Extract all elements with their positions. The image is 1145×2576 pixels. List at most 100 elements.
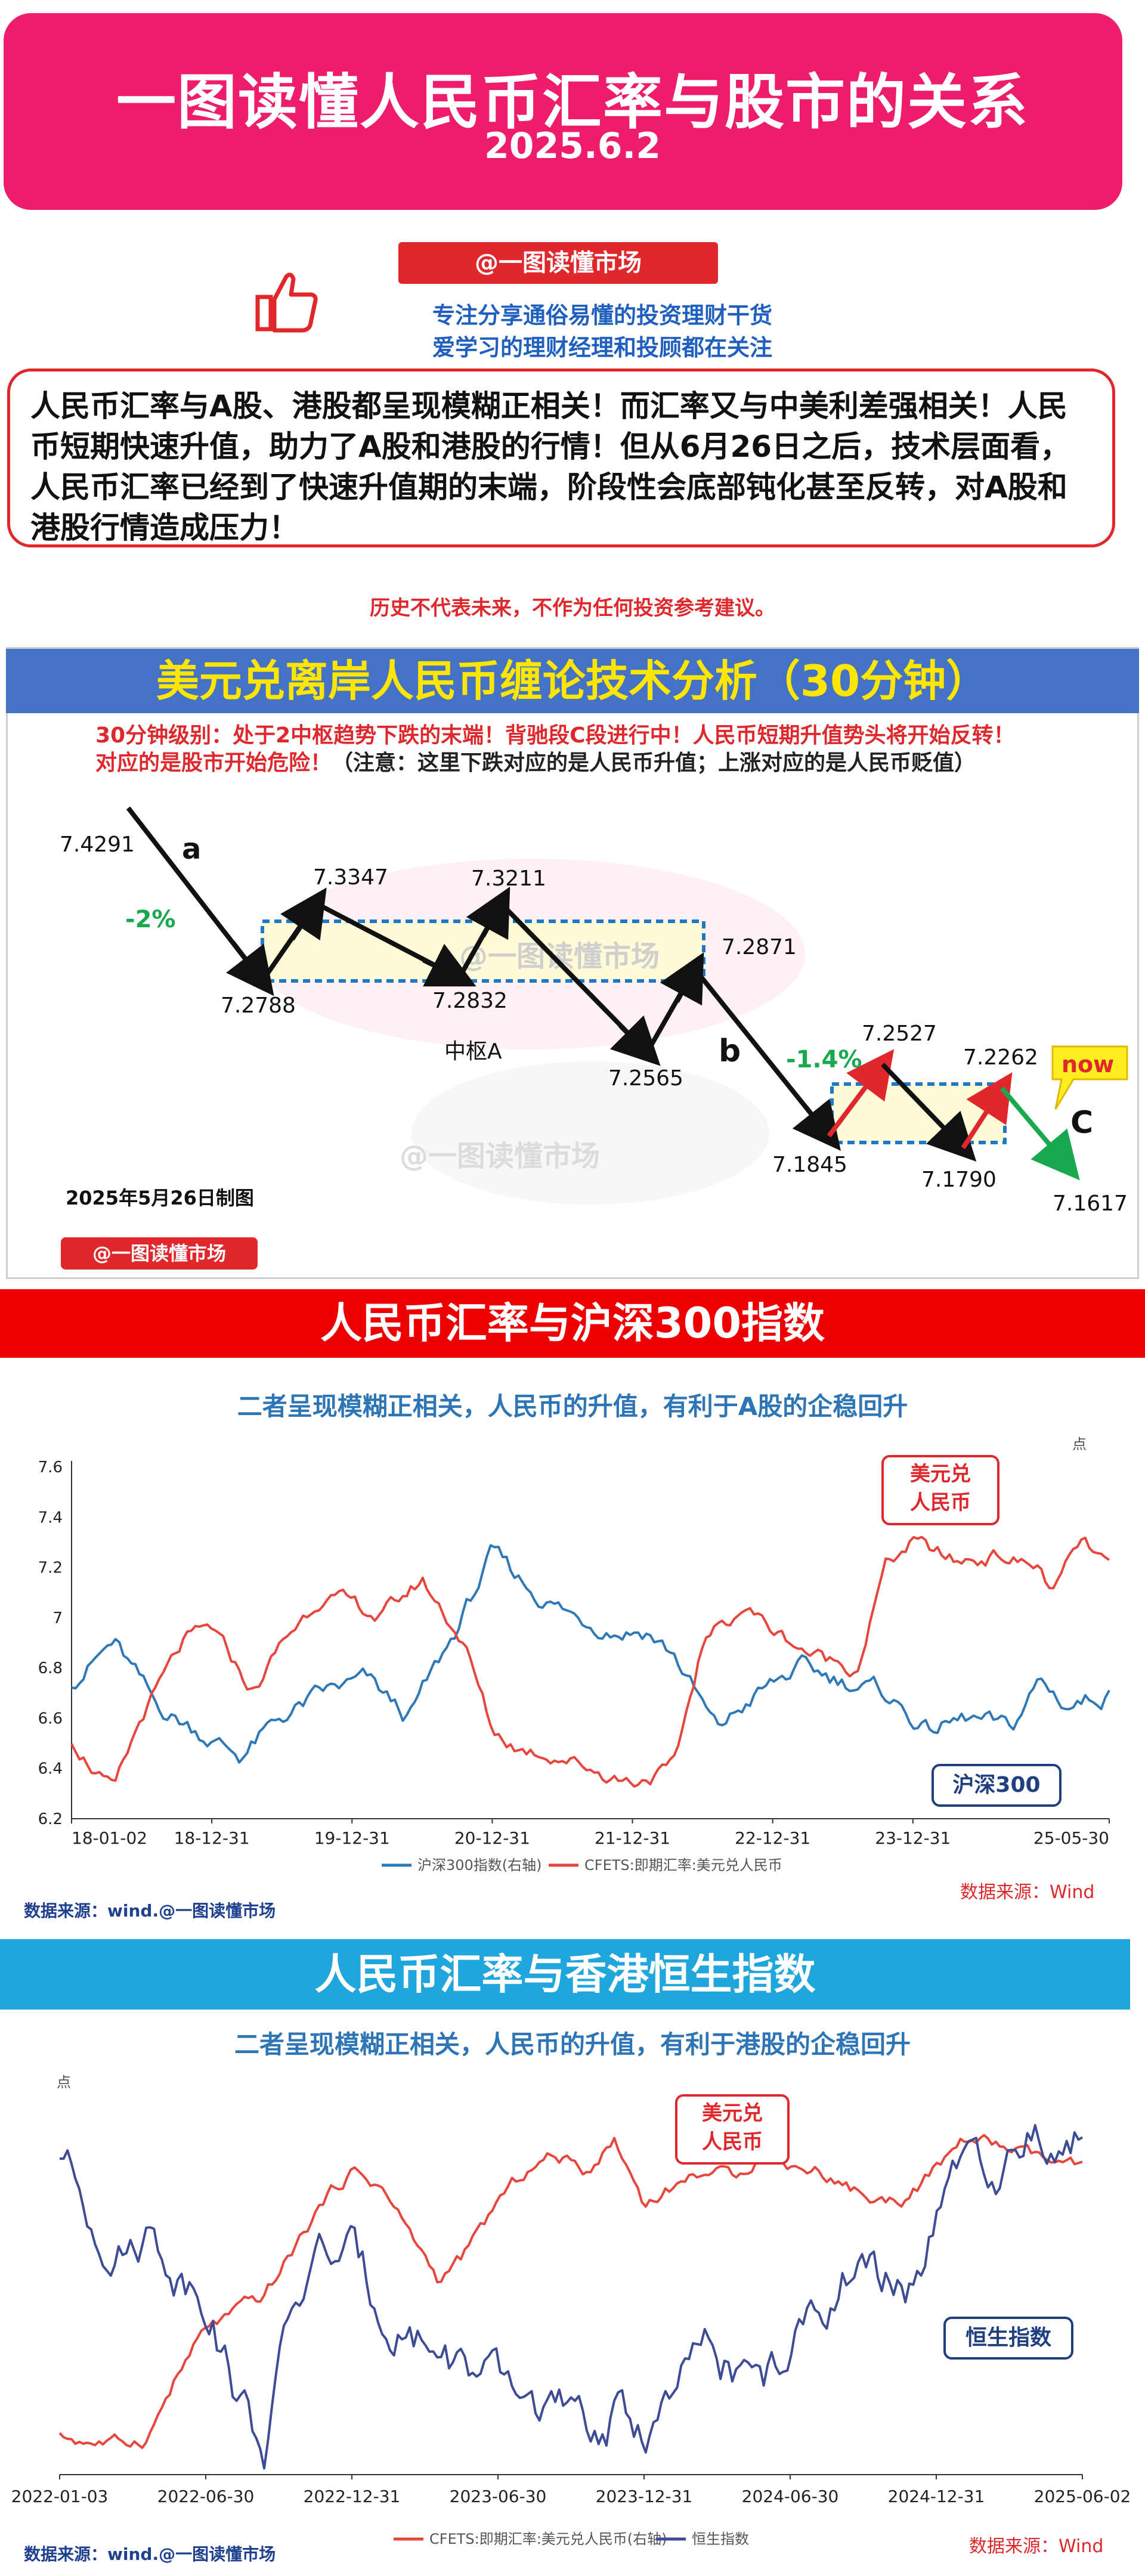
fall-segment xyxy=(881,1063,977,1162)
projected-segment xyxy=(999,1086,1080,1181)
x-tick-label: 2025-06-02 xyxy=(1034,2487,1131,2506)
section1-brand: @一图读懂市场 xyxy=(61,1237,258,1270)
point-label: 7.1790 xyxy=(921,1168,997,1192)
section1-note-2b: （注意：这里下跌对应的是人民币升值；上涨对应的是人民币贬值） xyxy=(332,751,976,775)
x-tick-label: 2022-06-30 xyxy=(157,2487,255,2506)
point-label: 7.2527 xyxy=(862,1021,937,1046)
x-tick-label: 20-12-31 xyxy=(454,1828,530,1848)
segment-arrow xyxy=(422,943,476,987)
chan-chart: @一图读懂市场 @一图读懂市场 7.4291 7.2788 7.3347 7.2… xyxy=(60,806,1128,1216)
legend-label: 沪深300指数(右轴) xyxy=(417,1857,542,1874)
segment-a-label: a xyxy=(182,832,201,866)
segment-c-label: C xyxy=(1070,1105,1093,1141)
page-title: 一图读懂人民币汇率与股市的关系 xyxy=(116,67,1029,137)
point-label: 7.3211 xyxy=(471,866,546,891)
segment-arrow xyxy=(660,952,704,1006)
pct-label: -2% xyxy=(125,906,176,933)
x-tick-label: 18-12-31 xyxy=(174,1828,250,1848)
now-label: now xyxy=(1062,1051,1114,1078)
section3-source-right: 数据来源：Wind xyxy=(969,2536,1104,2557)
segment-arrow xyxy=(280,887,327,941)
section2-title: 人民币汇率与沪深300指数 xyxy=(0,1289,1145,1358)
index-callout: 恒生指数 xyxy=(943,2317,1073,2360)
section2-source-right: 数据来源：Wind xyxy=(960,1882,1095,1903)
hsi-chart: 点 2022-01-03 2022-06-30 2022-12-31 2023-06-3… xyxy=(11,2074,1131,2547)
x-tick-label: 21-12-31 xyxy=(595,1828,670,1848)
unit-label: 点 xyxy=(57,2074,71,2091)
segment-arrow xyxy=(792,1098,841,1151)
usd-callout: 美元兑 人民币 xyxy=(675,2094,790,2165)
section2-source-left: 数据来源：wind.@一图读懂市场 xyxy=(24,1901,276,1921)
header-card xyxy=(4,13,1122,210)
point-label: 7.1845 xyxy=(772,1153,847,1177)
legend-label: CFETS:即期汇率:美元兑人民币(右轴) xyxy=(429,2531,667,2547)
segment-arrow xyxy=(466,886,510,940)
segment-arrow xyxy=(226,940,274,996)
thumbs-up-icon xyxy=(255,273,318,333)
x-tick-label: 19-12-31 xyxy=(314,1828,390,1848)
point-label: 7.2788 xyxy=(221,993,296,1018)
tagline-1: 专注分享通俗易懂的投资理财干货 xyxy=(432,302,772,329)
y-tick-label: 7 xyxy=(52,1609,63,1627)
csi300-line xyxy=(71,1544,1110,1764)
x-tick-label: 2022-12-31 xyxy=(304,2487,401,2506)
section2-subtitle: 二者呈现模糊正相关，人民币的升值，有利于A股的企稳回升 xyxy=(237,1392,908,1421)
watermark: @一图读懂市场 xyxy=(459,940,660,973)
section1-note-2: 对应的是股市开始危险！（注意：这里下跌对应的是人民币升值；上涨对应的是人民币贬值… xyxy=(95,745,976,776)
section3-subtitle: 二者呈现模糊正相关，人民币的升值，有利于港股的企稳回升 xyxy=(234,2030,911,2059)
legend-label: 恒生指数 xyxy=(692,2531,749,2547)
y-tick-label: 7.4 xyxy=(38,1509,63,1527)
intro-text: 人民币汇率与A股、港股都呈现模糊正相关！而汇率又与中美利差强相关！人民币短期快速… xyxy=(7,369,1115,547)
segment-b-label: b xyxy=(719,1033,741,1069)
tagline-2: 爱学习的理财经理和投顾都在关注 xyxy=(432,335,772,361)
y-tick-label: 7.6 xyxy=(38,1459,63,1476)
x-tick-label: 2024-06-30 xyxy=(742,2487,839,2506)
section3-title: 人民币汇率与香港恒生指数 xyxy=(0,1939,1130,2010)
point-label: 7.3347 xyxy=(313,865,388,890)
usd-callout: 美元兑 人民币 xyxy=(881,1455,999,1525)
segment-arrow xyxy=(609,1015,661,1066)
x-tick-label: 2024-12-31 xyxy=(888,2487,985,2506)
point-label: 7.2262 xyxy=(963,1045,1038,1070)
y-tick-label: 7.2 xyxy=(38,1559,63,1577)
legend-label: CFETS:即期汇率:美元兑人民币 xyxy=(584,1857,782,1874)
unit-label: 点 xyxy=(1072,1436,1087,1453)
watermark: @一图读懂市场 xyxy=(400,1140,600,1173)
y-tick-label: 6.8 xyxy=(38,1659,63,1677)
y-tick-label: 6.2 xyxy=(38,1810,63,1828)
section3-source-left: 数据来源：wind.@一图读懂市场 xyxy=(24,2544,276,2564)
made-on-label: 2025年5月26日制图 xyxy=(66,1187,254,1209)
bg-blob xyxy=(411,1061,769,1205)
now-callout xyxy=(1051,1045,1128,1110)
section1-frame xyxy=(6,647,1139,1279)
disclaimer: 历史不代表未来，不作为任何投资参考建议。 xyxy=(370,596,775,620)
section1-note-1: 30分钟级别：处于2中枢趋势下跌的末端！背驰段C段进行中！人民币短期升值势头将开… xyxy=(95,723,1015,748)
y-tick-label: 6.4 xyxy=(38,1760,63,1778)
y-tick-label: 6.6 xyxy=(38,1710,63,1727)
x-tick-label: 2023-06-30 xyxy=(450,2487,547,2506)
usdcny-line xyxy=(58,2134,1083,2450)
hsi-line xyxy=(59,2124,1083,2470)
usdcny-line xyxy=(70,1535,1110,1788)
x-tick-label: 2023-12-31 xyxy=(596,2487,693,2506)
x-tick-label: 2022-01-03 xyxy=(11,2487,109,2506)
point-label: 7.2871 xyxy=(722,935,797,959)
x-tick-label: 23-12-31 xyxy=(875,1828,951,1848)
x-tick-label: 22-12-31 xyxy=(735,1828,810,1848)
point-label: 7.2832 xyxy=(432,989,507,1013)
pct-label: -1.4% xyxy=(786,1046,862,1073)
point-label: 7.1617 xyxy=(1053,1191,1128,1216)
x-tick-label: 18-01-02 xyxy=(72,1828,147,1848)
brand-label: @一图读懂市场 xyxy=(398,242,718,284)
x-tick-label: 25-05-30 xyxy=(1033,1828,1109,1848)
section1-note-2a: 对应的是股市开始危险！ xyxy=(95,751,332,775)
rise-segment xyxy=(827,1049,895,1138)
page-date: 2025.6.2 xyxy=(484,125,661,167)
point-label: 7.4291 xyxy=(60,832,135,857)
csi300-chart: 点 6.2 6.4 6.6 6.8 7 7.2 7.4 7.6 18-01-02 18-12-31 1… xyxy=(38,1436,1110,1874)
center-a-label: 中枢A xyxy=(444,1039,502,1064)
index-callout: 沪深300 xyxy=(932,1764,1062,1807)
point-label: 7.2565 xyxy=(608,1066,683,1091)
rise-segment xyxy=(961,1072,1013,1150)
center-b-box xyxy=(830,1082,1007,1144)
